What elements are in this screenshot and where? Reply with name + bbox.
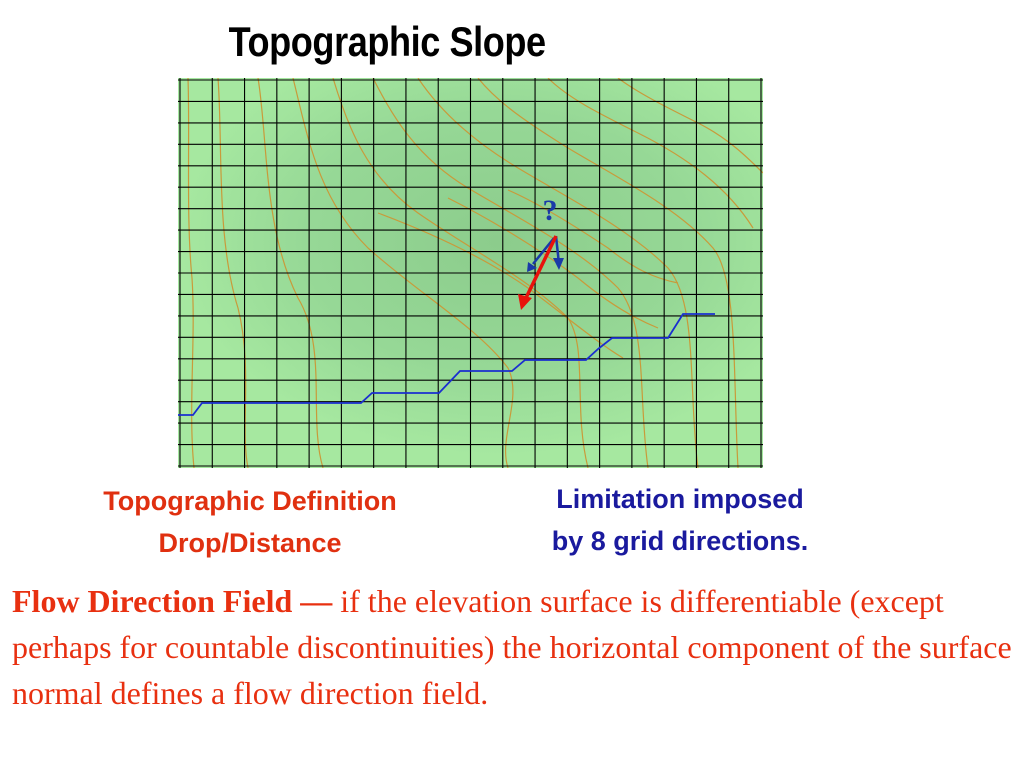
map-canvas: ? — [178, 78, 763, 468]
slide-title: Topographic Slope — [228, 18, 547, 65]
caption-right-line1: Limitation imposed — [556, 484, 804, 514]
contour-line — [372, 78, 649, 468]
grid-lines — [178, 78, 763, 468]
paragraph-text: if the elevation surface is differentiab… — [12, 583, 1012, 711]
caption-right-line2: by 8 grid directions. — [551, 526, 809, 556]
caption-left-line1: Topographic Definition — [103, 486, 397, 516]
contour-line — [377, 212, 624, 359]
contour-line — [257, 78, 324, 468]
red-flow-arrow-head — [518, 294, 532, 310]
stream-line — [178, 313, 715, 416]
contour-line — [417, 78, 699, 468]
contour-line — [187, 78, 195, 468]
question-mark: ? — [543, 194, 558, 227]
flow-arrows — [518, 235, 564, 310]
blue-arrow-diagonal — [532, 237, 555, 265]
caption-left-line2: Drop/Distance — [158, 528, 342, 558]
grid-limitation-caption: Limitation imposed by 8 grid directions. — [480, 478, 880, 562]
contour-line — [217, 78, 249, 468]
blue-arrow-diagonal-head — [527, 262, 537, 272]
topographic-map: ? — [178, 78, 763, 468]
topographic-definition-caption: Topographic Definition Drop/Distance — [40, 480, 460, 564]
contour-line — [477, 78, 739, 468]
paragraph-lead: Flow Direction Field — — [12, 583, 333, 619]
red-flow-arrow — [523, 235, 558, 301]
flow-direction-paragraph: Flow Direction Field — if the elevation … — [12, 578, 1017, 716]
blue-arrow-down-head — [553, 258, 564, 270]
contour-line — [292, 78, 514, 468]
contour-line — [507, 189, 679, 284]
